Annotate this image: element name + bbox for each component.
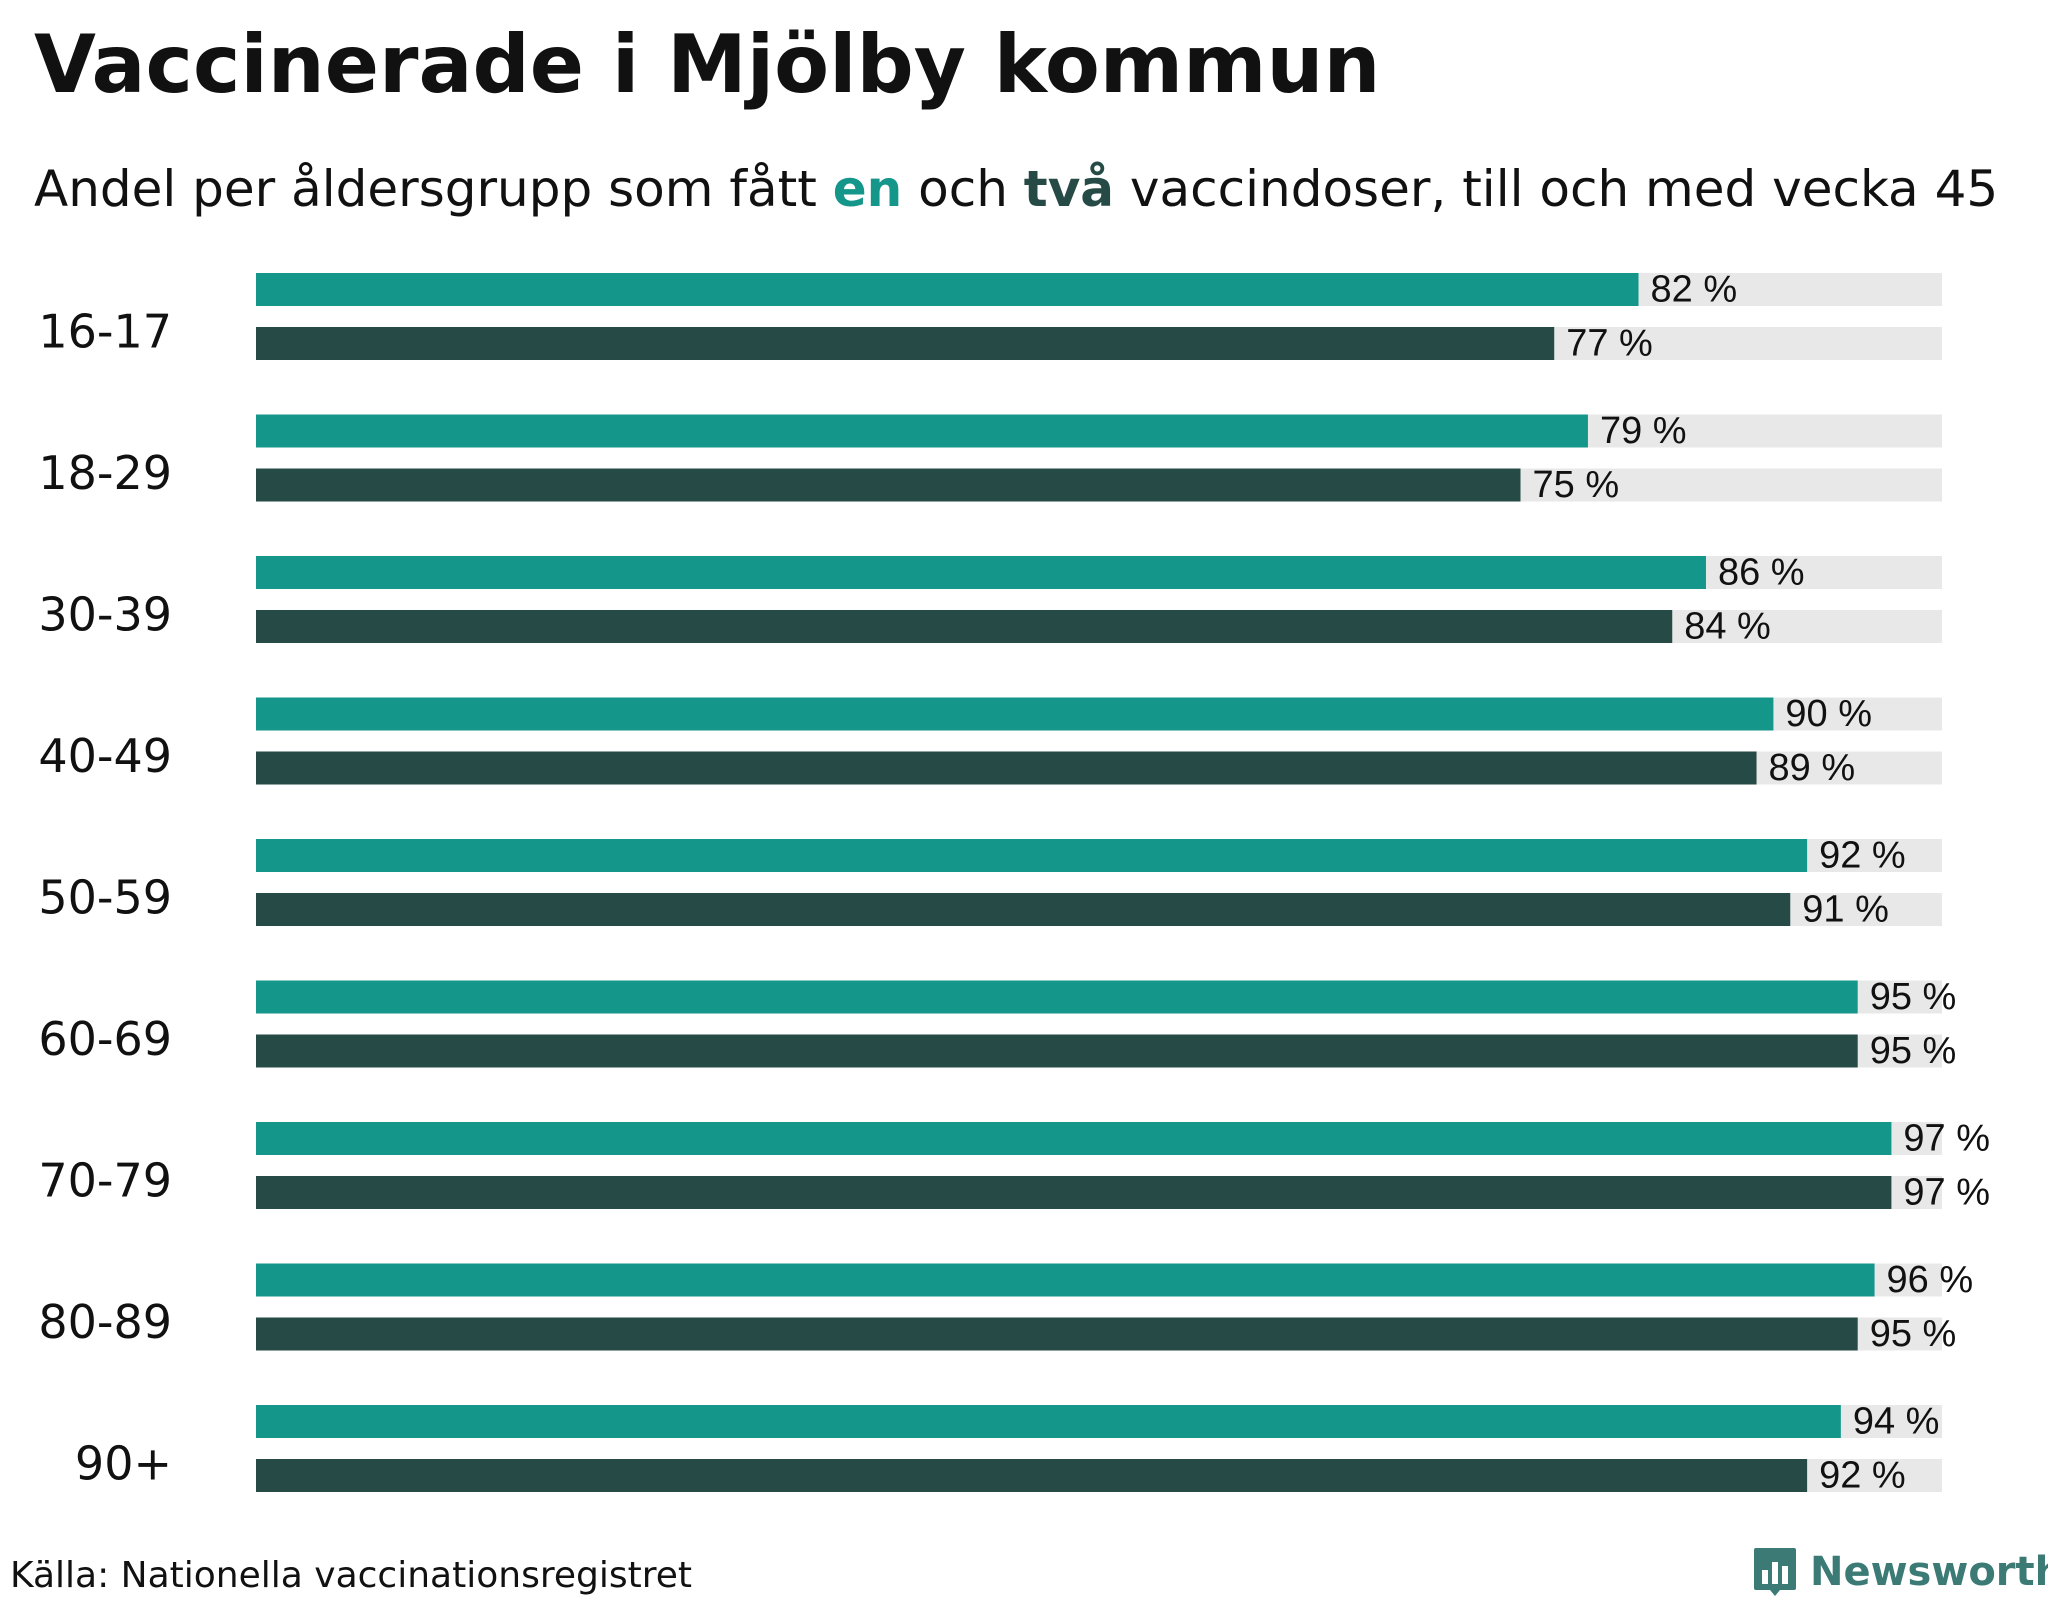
category-label-90+: 90+: [75, 1437, 172, 1491]
value-label-40-49-dose-2: 89 %: [1769, 747, 1856, 789]
category-label-30-39: 30-39: [38, 588, 172, 642]
category-label-16-17: 16-17: [38, 305, 172, 359]
bar-80-89-dose-2: [256, 1317, 1858, 1351]
legend-dose-one: en: [832, 160, 903, 218]
value-label-30-39-dose-1: 86 %: [1718, 552, 1805, 594]
bar-chart-icon: [1754, 1548, 1796, 1596]
bar-16-17-dose-2: [256, 327, 1555, 360]
value-label-80-89-dose-2: 95 %: [1870, 1313, 1957, 1355]
bar-18-29-dose-1: [256, 414, 1588, 448]
category-label-50-59: 50-59: [38, 871, 172, 925]
bar-50-59-dose-1: [256, 839, 1808, 872]
category-label-70-79: 70-79: [38, 1154, 172, 1208]
bar-90+-dose-1: [256, 1405, 1841, 1438]
bar-60-69-dose-1: [256, 980, 1858, 1014]
subtitle-text-3: vaccindoser, till och med vecka 45: [1114, 160, 1999, 218]
value-label-80-89-dose-1: 96 %: [1887, 1259, 1974, 1301]
bar-18-29-dose-2: [256, 468, 1521, 502]
value-label-16-17-dose-1: 82 %: [1651, 269, 1738, 311]
value-label-40-49-dose-1: 90 %: [1785, 693, 1872, 735]
bar-40-49-dose-1: [256, 697, 1774, 731]
subtitle-text-1: Andel per åldersgrupp som fått: [34, 160, 833, 218]
value-label-18-29-dose-2: 75 %: [1533, 464, 1620, 506]
bar-16-17-dose-1: [256, 273, 1639, 306]
value-label-50-59-dose-2: 91 %: [1802, 889, 1889, 931]
legend-dose-two: två: [1023, 160, 1115, 218]
category-label-60-69: 60-69: [38, 1012, 172, 1066]
value-label-60-69-dose-1: 95 %: [1870, 976, 1957, 1018]
subtitle-text-2: och: [902, 160, 1024, 218]
value-label-90+-dose-1: 94 %: [1853, 1401, 1940, 1443]
bar-70-79-dose-2: [256, 1176, 1892, 1209]
bar-70-79-dose-1: [256, 1122, 1892, 1155]
value-label-50-59-dose-1: 92 %: [1819, 835, 1906, 877]
source-note: Källa: Nationella vaccinationsregistret: [10, 1555, 692, 1596]
category-label-18-29: 18-29: [38, 446, 172, 500]
bar-chart: 16-17 82 % 77 % 18-29 79 % 75 % 30-39 86 % 84 % 4…: [38, 269, 1990, 1497]
bar-50-59-dose-2: [256, 893, 1791, 926]
chart-subtitle: Andel per åldersgrupp som fått en och tv…: [34, 160, 1998, 218]
value-label-16-17-dose-2: 77 %: [1566, 323, 1653, 365]
value-label-30-39-dose-2: 84 %: [1684, 606, 1771, 648]
value-label-60-69-dose-2: 95 %: [1870, 1030, 1957, 1072]
bar-30-39-dose-2: [256, 610, 1673, 643]
logo-text: Newsworthy: [1810, 1549, 2048, 1595]
chart-title: Vaccinerade i Mjölby kommun: [34, 18, 1381, 111]
value-label-18-29-dose-1: 79 %: [1600, 410, 1687, 452]
bar-30-39-dose-1: [256, 556, 1706, 589]
value-label-70-79-dose-2: 97 %: [1903, 1172, 1990, 1214]
bar-80-89-dose-1: [256, 1263, 1875, 1297]
category-label-40-49: 40-49: [38, 729, 172, 783]
newsworthy-logo: Newsworthy: [1752, 1546, 2048, 1598]
bar-90+-dose-2: [256, 1459, 1808, 1492]
bar-60-69-dose-2: [256, 1034, 1858, 1068]
bar-40-49-dose-2: [256, 751, 1757, 785]
value-label-90+-dose-2: 92 %: [1819, 1455, 1906, 1497]
category-label-80-89: 80-89: [38, 1295, 172, 1349]
value-label-70-79-dose-1: 97 %: [1903, 1118, 1990, 1160]
